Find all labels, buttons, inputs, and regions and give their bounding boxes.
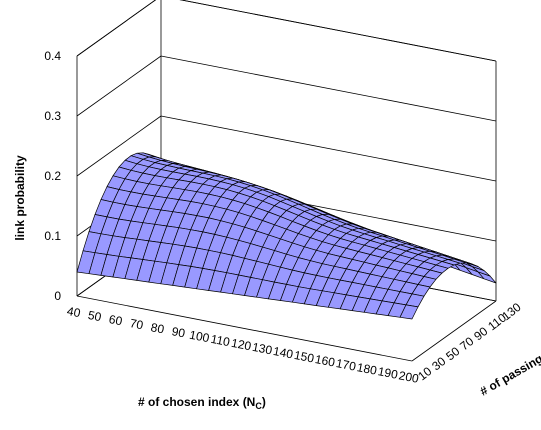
y-tick-label: 0.3 — [44, 109, 61, 123]
x-tick-label: 50 — [87, 308, 103, 324]
box-left-top-edge — [77, 0, 161, 56]
y-tick-label: 0.2 — [44, 169, 61, 183]
y-tick-label: 0.1 — [44, 229, 61, 243]
x-tick-label: 180 — [356, 360, 379, 378]
y-axis-title: link probability — [13, 155, 27, 241]
x-tick-label: 150 — [293, 348, 316, 366]
surface — [77, 153, 496, 319]
y-tick-label: 0.4 — [44, 49, 61, 63]
back-wall-gridline — [161, 56, 496, 121]
x-tick-label: 90 — [171, 324, 187, 340]
x-tick-label: 70 — [129, 316, 145, 332]
x-tick-label: 130 — [251, 340, 274, 358]
x-tick-label: 140 — [272, 344, 295, 362]
back-wall-gridline — [161, 0, 496, 61]
y-tick-label: 0 — [54, 289, 61, 303]
x-tick-label: 110 — [210, 332, 232, 349]
left-wall-gridline — [77, 56, 161, 116]
x-tick-label: 120 — [230, 336, 253, 354]
x-tick-label: 100 — [188, 328, 211, 346]
z-axis-title-main: # of passing vehicles (N — [478, 318, 541, 398]
x-tick-label: 190 — [377, 364, 400, 382]
back-wall-gridline — [161, 116, 496, 181]
x-tick-label: 80 — [150, 320, 166, 336]
x-axis-title: # of chosen index (NC) — [138, 395, 266, 411]
x-tick-label: 60 — [108, 312, 124, 328]
x-tick-label: 40 — [66, 304, 82, 320]
x-tick-label: 160 — [314, 352, 337, 370]
x-axis-title-main: # of chosen index (N — [138, 395, 255, 409]
left-wall-gridline — [77, 0, 161, 56]
x-tick-label: 170 — [335, 356, 358, 374]
box-back-top-edge — [161, 0, 496, 61]
